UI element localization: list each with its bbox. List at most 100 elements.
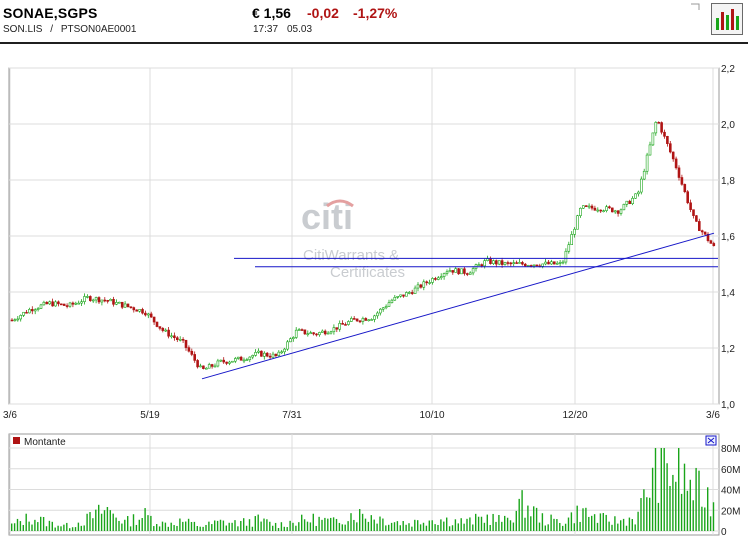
candle [442, 272, 446, 280]
volume-bar [524, 517, 526, 531]
volume-bar [495, 521, 497, 531]
volume-bar [553, 518, 555, 531]
candle [216, 358, 220, 368]
volume-bar [588, 516, 590, 531]
volume-bar [666, 463, 668, 531]
candle [123, 301, 127, 308]
candle [83, 293, 86, 305]
volume-bar [669, 485, 671, 531]
volume-bar [42, 517, 45, 531]
price-tick-label: 2,0 [721, 120, 735, 131]
volume-bar [115, 517, 117, 531]
volume-bar [54, 527, 56, 531]
candle [645, 152, 649, 175]
volume-bar [127, 516, 129, 531]
candle [436, 276, 440, 281]
candle [355, 318, 359, 322]
volume-bar [518, 498, 520, 531]
candle [587, 203, 591, 210]
volume-bar [649, 497, 651, 531]
volume-bar [92, 518, 94, 531]
candle [349, 316, 353, 322]
support-trendline [201, 232, 715, 380]
volume-bar [547, 524, 549, 531]
candle [370, 318, 373, 321]
volume-bar [164, 522, 167, 531]
candle [135, 309, 138, 312]
volume-bar [509, 520, 512, 531]
candle [451, 270, 455, 275]
candle [680, 174, 684, 186]
volume-bar [272, 525, 274, 531]
candle [431, 277, 434, 285]
volume-bar [622, 518, 625, 531]
candle [541, 263, 545, 269]
candle [613, 209, 617, 214]
volume-bar [364, 518, 367, 531]
volume-bar [338, 522, 341, 531]
volume-bar [216, 520, 219, 531]
candle [387, 299, 391, 307]
quote-date: 05.03 [287, 24, 313, 35]
candle [251, 354, 254, 360]
candle [628, 199, 632, 205]
candle [33, 308, 37, 315]
volume-bar [533, 506, 535, 531]
candle [579, 207, 582, 218]
quote-header: SONAE,SGPS SON.LIS / PTSON0AE0001 € 1,56… [0, 0, 748, 44]
candle [283, 347, 286, 355]
volume-bar [37, 522, 39, 531]
volume-bar [530, 516, 532, 531]
candle [199, 363, 202, 368]
volume-bar [675, 481, 677, 531]
volume-bar [263, 518, 265, 531]
volume-bar [434, 524, 436, 531]
volume-bar [48, 520, 51, 531]
volume-bar [179, 518, 181, 531]
candle [697, 218, 701, 231]
candle [703, 231, 707, 236]
close-box-icon[interactable] [705, 435, 717, 446]
volume-bar [28, 521, 30, 531]
bar-chart-icon[interactable] [711, 3, 743, 35]
candle [205, 367, 208, 370]
volume-bar [161, 521, 164, 531]
candle [30, 306, 34, 315]
citi-watermark: citi CitiWarrants & Certificates [301, 196, 405, 281]
volume-bar [144, 508, 146, 531]
volume-bar [486, 514, 488, 531]
volume-bar [385, 525, 387, 531]
volume-bar [248, 519, 251, 531]
volume-bar [472, 524, 474, 531]
volume-bar [448, 526, 451, 531]
volume-bar [245, 525, 248, 531]
isin-code: PTSON0AE0001 [60, 24, 137, 35]
candle [329, 330, 333, 335]
volume-bar [492, 513, 494, 531]
candle [393, 294, 397, 301]
volume-bar [347, 521, 349, 531]
candle [503, 261, 507, 266]
candle [593, 205, 597, 211]
volume-bar [680, 493, 683, 531]
volume-tick-label: 0 [721, 527, 727, 538]
candle [639, 176, 643, 195]
candle [291, 336, 295, 342]
chart-annotations [201, 232, 718, 380]
volume-bar [100, 513, 103, 531]
candle [666, 135, 669, 147]
candle [683, 183, 687, 194]
candle [706, 232, 710, 243]
volume-bar [695, 467, 697, 531]
volume-bar [306, 521, 309, 531]
candle [596, 207, 600, 213]
volume-bars [11, 448, 715, 531]
candle [555, 261, 559, 265]
candle [390, 298, 394, 304]
volume-bar [425, 525, 428, 531]
volume-bar [286, 527, 288, 531]
volume-bar [411, 526, 413, 531]
volume-y-ticks: 80M 60M 40M 20M 0 [721, 444, 740, 538]
candle [523, 262, 527, 267]
candle [62, 303, 66, 306]
